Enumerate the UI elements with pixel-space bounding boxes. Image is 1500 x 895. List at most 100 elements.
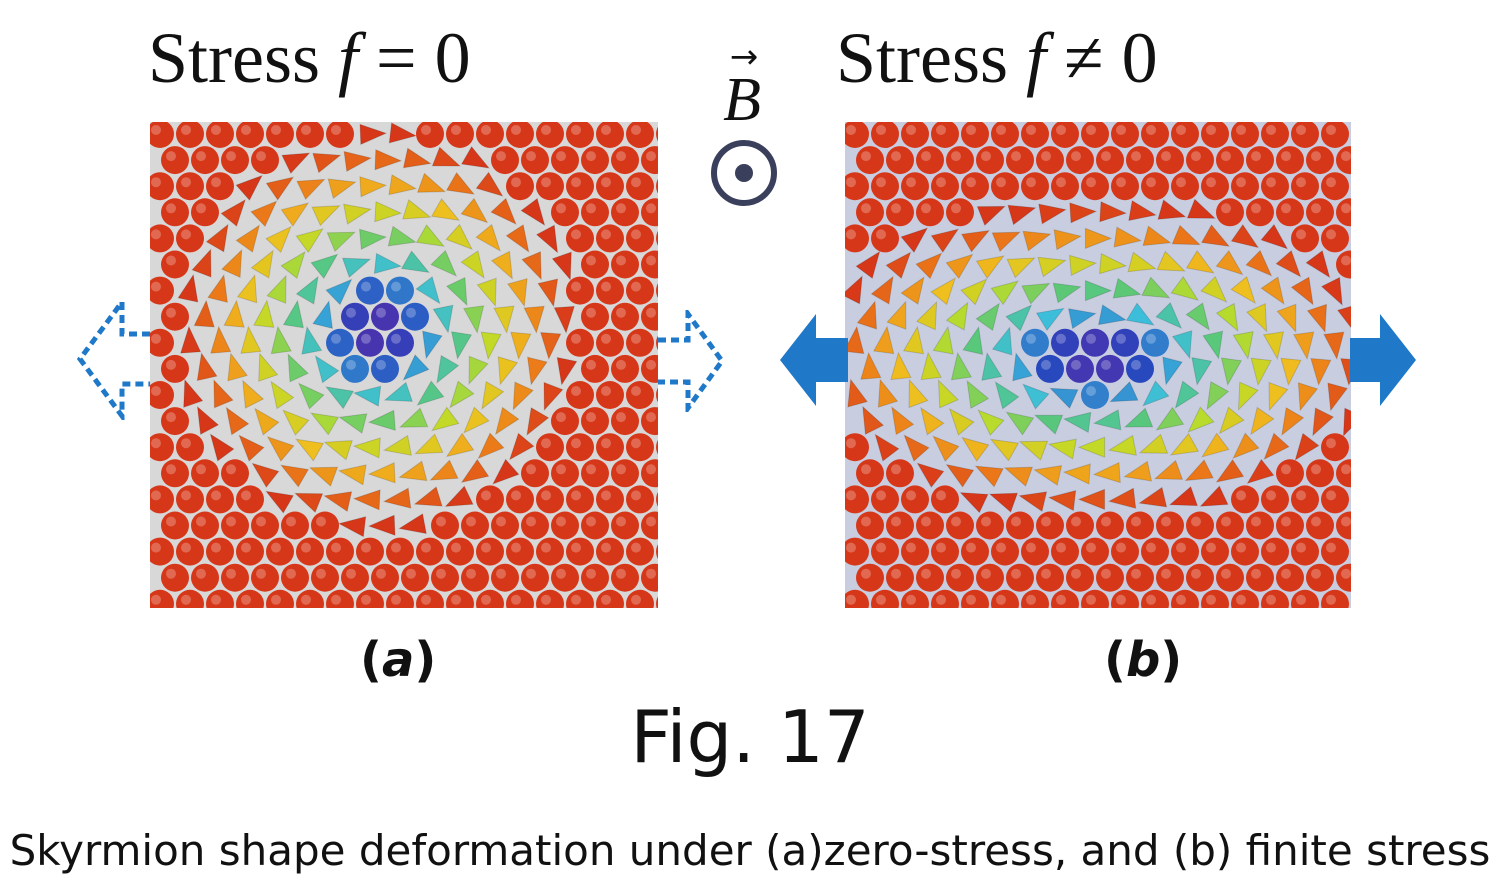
panel-b-spin-21 [946, 146, 974, 175]
panel-a-spin-151 [356, 328, 384, 357]
panel-a-spin-207 [430, 406, 460, 432]
panel-b-spin-138 [1215, 302, 1239, 332]
panel-b-spin-52 [1321, 172, 1349, 201]
panel-a-spin-174 [527, 356, 548, 386]
panel-b-spin-115 [1052, 282, 1082, 304]
title-b-relation: ≠ 0 [1046, 18, 1158, 98]
panel-a-spin-319 [551, 563, 579, 592]
panel-a-title: Stress f = 0 [148, 22, 471, 94]
panel-b-spin-259 [1047, 489, 1077, 512]
panel-b-spin-244 [1153, 459, 1184, 480]
panel-a-spin-84 [505, 224, 530, 253]
figure-label: Fig. 17 [630, 695, 870, 779]
panel-b-spin-81 [1113, 226, 1143, 248]
panel-b-spin-180 [847, 378, 869, 408]
panel-b-spin-93 [945, 253, 974, 280]
panel-b-spin-34 [1336, 146, 1351, 175]
panel-a-spin-278 [397, 513, 427, 535]
panel-a-spin-277 [367, 514, 396, 536]
panel-a-spin-234 [161, 459, 189, 488]
panel-b-spin-124 [1320, 276, 1343, 307]
panel-a-spin-330 [326, 589, 354, 608]
panel-a-spin-190 [449, 380, 475, 409]
panel-a-spin-248 [581, 459, 609, 488]
panel-a-spin-186 [325, 386, 355, 410]
panel-a-spin-106 [641, 250, 658, 279]
panel-b-spin-23 [1006, 146, 1034, 175]
panel-a-spin-69 [611, 198, 639, 227]
panel-a-spin-223 [352, 437, 381, 459]
panel-b-spin-141 [1306, 303, 1328, 334]
panel-b-spin-105 [1305, 249, 1331, 279]
label-a-letter: a [381, 632, 415, 688]
panel-b-spin-223 [1047, 438, 1077, 460]
panel-a-spin-300 [506, 537, 534, 566]
panel-a-spin-317 [491, 563, 519, 592]
panel-b-spin-181 [877, 378, 899, 408]
panel-b-spin-221 [989, 438, 1020, 462]
panel-a-spin-154 [450, 331, 473, 360]
panel-b-spin-304 [1321, 537, 1349, 566]
panel-b-spin-321 [1306, 563, 1334, 592]
panel-b-spin-80 [1084, 227, 1113, 250]
panel-a-spin-328 [266, 589, 294, 608]
title-a-relation: = 0 [358, 18, 471, 98]
panel-b-spin-238 [974, 465, 1004, 488]
panel-b-spin-216 [845, 433, 869, 462]
panel-b-spin-22 [976, 146, 1004, 175]
panel-b-spin-268 [1321, 485, 1349, 514]
panel-a-spin-233 [656, 439, 658, 455]
panel-b-spin-170 [1096, 354, 1124, 383]
stress-arrow-left-icon [780, 314, 848, 406]
panel-a-spin-210 [526, 407, 550, 437]
panel-b-spin-97 [1069, 254, 1098, 277]
panel-b-spin-28 [1156, 146, 1184, 175]
panel-b-spin-24 [1036, 146, 1064, 175]
panel-a-spin-10 [446, 122, 474, 148]
panel-b-spin-248 [1276, 459, 1304, 488]
panel-a-spin-231 [596, 433, 624, 462]
panel-b-spin-256 [959, 492, 989, 514]
panel-b-spin-5 [991, 122, 1019, 148]
panel-a-spin-159 [596, 328, 624, 357]
panel-a-spin-218 [209, 433, 235, 462]
panel-a-spin-142 [641, 302, 658, 331]
panel-a-spin-200 [225, 406, 250, 436]
panel-a-spin-193 [543, 381, 564, 412]
panel-a-spin-133 [371, 302, 399, 331]
panel-b-spin-250 [1336, 459, 1351, 488]
panel-b-spin-50 [1261, 172, 1289, 201]
panel-a-spin-311 [311, 563, 339, 592]
panel-b-spin-230 [1263, 432, 1290, 461]
panel-a-spin-111 [236, 273, 258, 304]
label-b-open: ( [1104, 632, 1126, 688]
panel-b-spin-47 [1171, 172, 1199, 201]
panel-b-spin-255 [931, 485, 959, 514]
panel-b-spin-201 [948, 407, 975, 436]
panel-a-spin-237 [251, 462, 280, 488]
panel-a-spin-24 [343, 150, 373, 173]
panel-a-spin-80 [387, 225, 417, 247]
panel-b-spin-219 [932, 435, 960, 462]
panel-b-spin-324 [845, 589, 869, 608]
panel-b-spin-100 [1156, 250, 1186, 272]
panel-b-spin-70 [1336, 198, 1351, 227]
panel-b-spin-62 [1099, 201, 1128, 223]
panel-a-spin-31 [551, 146, 579, 175]
panel-b-spin-312 [1036, 563, 1064, 592]
panel-b-spin-306 [856, 563, 884, 592]
panel-a-spin-183 [242, 379, 265, 409]
panel-a-spin-120 [506, 278, 528, 308]
panel-a-spin-117 [415, 276, 441, 305]
panel-a-spin-33 [611, 146, 639, 175]
panel-a-spin-252 [150, 485, 174, 514]
panel-b-spin-56 [916, 198, 944, 227]
panel-a-spin-61 [374, 200, 403, 223]
panel-b-spin-155 [1171, 330, 1193, 360]
panel-b-spin-335 [1171, 589, 1199, 608]
panel-a-spin-250 [641, 459, 658, 488]
label-b-letter: b [1125, 632, 1161, 688]
panel-b-spin-325 [871, 589, 899, 608]
panel-b-spin-3 [931, 122, 959, 148]
panel-b-spin-112 [960, 278, 988, 306]
